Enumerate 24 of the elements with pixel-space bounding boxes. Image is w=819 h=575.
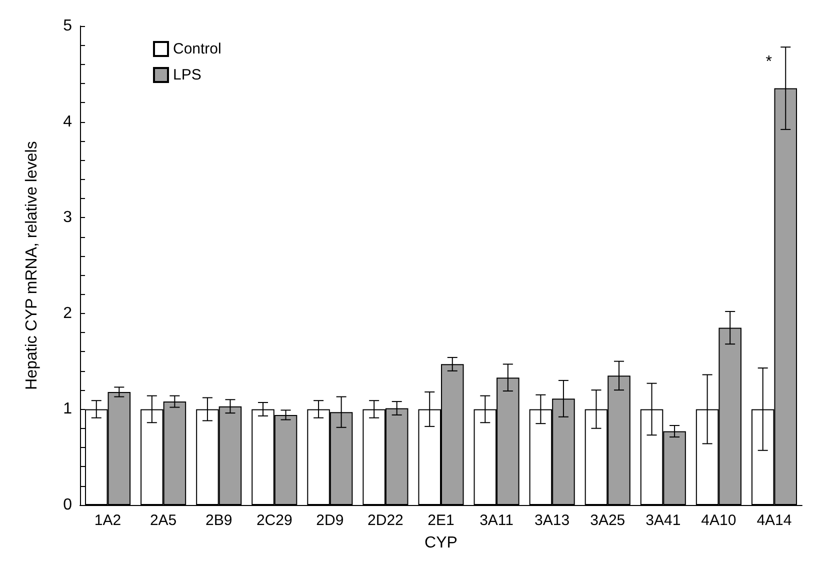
y-tick-label: 2 — [63, 304, 72, 322]
x-tick-label: 4A10 — [701, 512, 736, 529]
x-tick-label: 2E1 — [428, 512, 454, 529]
y-tick-label: 3 — [63, 209, 72, 226]
x-tick-label: 4A14 — [756, 512, 792, 529]
x-tick-label: 2D9 — [316, 512, 344, 529]
x-tick-label: 3A25 — [590, 512, 626, 529]
x-tick-label: 3A41 — [646, 512, 681, 529]
x-tick-label: 2D22 — [368, 512, 404, 529]
x-tick-label: 1A2 — [94, 512, 122, 529]
y-tick-label: 5 — [63, 18, 72, 34]
x-axis-title: CYP — [424, 534, 458, 552]
legend-label: Control — [173, 40, 222, 58]
y-tick-label: 1 — [63, 400, 72, 418]
annotation: * — [766, 54, 772, 70]
y-axis-title: Hepatic CYP mRNA, relative levels — [24, 141, 40, 390]
legend-label: LPS — [173, 66, 202, 84]
x-tick-label: 3A11 — [480, 512, 514, 529]
x-tick-label: 2B9 — [205, 512, 232, 529]
x-tick-label: 2A5 — [150, 512, 177, 529]
y-tick-label: 0 — [63, 496, 72, 514]
x-tick-label: 3A13 — [534, 512, 570, 529]
x-tick-label: 2C29 — [256, 512, 292, 529]
y-tick-label: 4 — [63, 113, 72, 130]
